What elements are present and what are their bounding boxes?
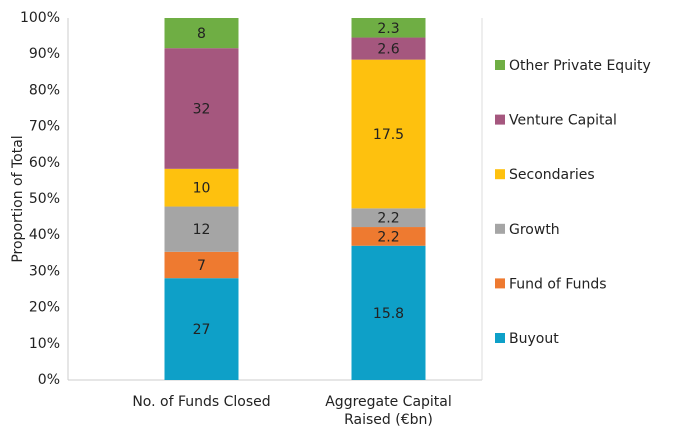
- legend-label: Other Private Equity: [509, 58, 651, 74]
- y-tick-label: 60%: [29, 155, 60, 171]
- bar-segment: [351, 245, 426, 380]
- data-label: 17.5: [373, 127, 404, 143]
- data-label: 2.6: [377, 42, 399, 58]
- y-tick-label: 100%: [20, 10, 60, 26]
- data-label: 15.8: [373, 306, 404, 322]
- bar-segment: [164, 48, 239, 169]
- legend-swatch: [495, 333, 505, 343]
- legend-swatch: [495, 114, 505, 125]
- x-tick-label: Aggregate Capital Raised (€bn): [325, 394, 452, 428]
- bar-segment: [351, 18, 426, 38]
- legend-label: Growth: [509, 222, 560, 238]
- y-tick-label: 80%: [29, 82, 60, 98]
- y-tick-label: 30%: [29, 263, 60, 279]
- bar-segment: [351, 208, 426, 228]
- y-tick-label: 50%: [29, 191, 60, 207]
- y-tick-label: 40%: [29, 227, 60, 243]
- legend-swatch: [495, 60, 505, 70]
- bar-segment: [164, 206, 239, 252]
- legend-swatch: [495, 169, 505, 180]
- y-tick-label: 90%: [29, 46, 60, 62]
- data-label: 2.3: [377, 21, 399, 37]
- data-label: 8: [197, 26, 206, 42]
- legend-label: Secondaries: [509, 167, 595, 183]
- bar-segment: [164, 278, 239, 380]
- bar-segment: [351, 37, 426, 60]
- y-tick-label: 20%: [29, 300, 60, 316]
- data-label: 7: [197, 258, 206, 274]
- legend-label: Buyout: [509, 331, 559, 347]
- legend-label: Venture Capital: [509, 113, 617, 129]
- bar-segment: [164, 168, 239, 207]
- bar-segment: [351, 227, 426, 246]
- data-label: 12: [193, 222, 211, 238]
- data-label: 27: [193, 322, 211, 338]
- x-tick-label: No. of Funds Closed: [132, 394, 271, 410]
- y-axis-label: Proportion of Total: [10, 135, 26, 262]
- legend-label: Fund of Funds: [509, 276, 607, 292]
- data-label: 2.2: [377, 211, 399, 227]
- y-tick-label: 10%: [29, 336, 60, 352]
- y-tick-label: 0%: [38, 372, 60, 388]
- y-tick-label: 70%: [29, 119, 60, 135]
- data-label: 2.2: [377, 229, 399, 245]
- legend-swatch: [495, 223, 505, 234]
- bar-segment: [164, 18, 239, 49]
- data-label: 32: [193, 102, 211, 118]
- data-label: 10: [193, 181, 211, 197]
- bar-segment: [164, 251, 239, 279]
- bar-segment: [351, 59, 426, 209]
- legend-swatch: [495, 278, 505, 289]
